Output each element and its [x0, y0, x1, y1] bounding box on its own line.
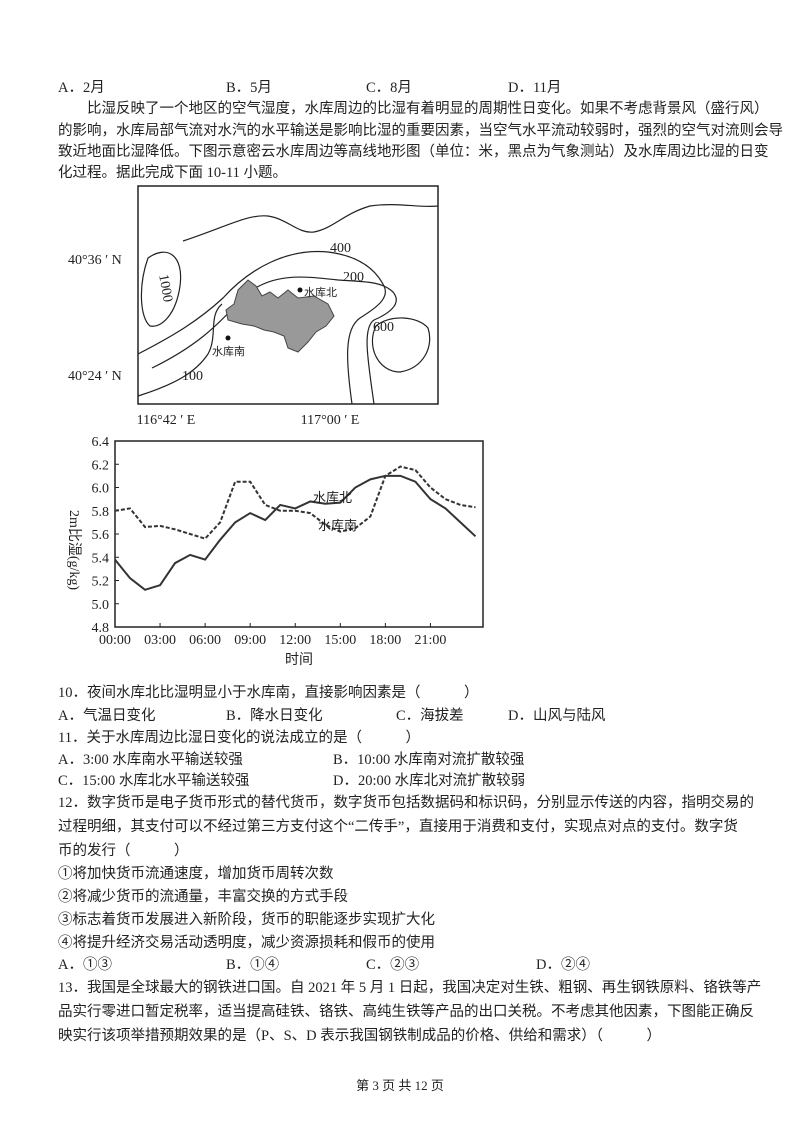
y-tick-label: 4.8 — [92, 621, 110, 636]
page-footer: 第 3 页 共 12 页 — [356, 1078, 444, 1093]
x-tick-label: 00:00 — [99, 633, 131, 648]
lat-label: 40°36 ′ N — [68, 253, 122, 268]
option: B．5月 — [226, 80, 272, 96]
statement: ③标志着货币发展进入新阶段，货币的职能逐步实现扩大化 — [58, 912, 435, 928]
option: A．3:00 水库南水平输送较强 — [58, 752, 243, 768]
option: A．2月 — [58, 80, 105, 96]
question-line: 13．我国是全球最大的钢铁进口国。自 2021 年 5 月 1 日起，我国决定对… — [58, 980, 762, 996]
x-tick-label: 12:00 — [279, 633, 311, 648]
statement: ①将加快货币流通速度，增加货币周转次数 — [58, 866, 334, 882]
option: D．20:00 水库北对流扩散较弱 — [333, 773, 526, 789]
statement: ④将提升经济交易活动透明度，减少资源损耗和假币的使用 — [58, 935, 435, 951]
question-line: 过程明细，其支付可以不经过第三方支付这个“二传手”，直接用于消费和支付，实现点对… — [58, 819, 738, 835]
y-tick-label: 5.2 — [92, 575, 110, 590]
y-axis-label: 2m比湿(g/kg) — [66, 510, 82, 590]
option: B．10:00 水库南对流扩散较强 — [333, 752, 525, 768]
statement: ②将减少货币的流通量，丰富交换的方式手段 — [58, 889, 348, 905]
x-tick-label: 18:00 — [369, 633, 401, 648]
lon-label: 116°42 ′ E — [137, 413, 196, 428]
contour — [371, 317, 431, 373]
series-label: 水库南 — [318, 518, 357, 533]
question-line: 币的发行（ ） — [58, 843, 189, 859]
y-tick-label: 5.8 — [92, 505, 110, 520]
x-tick-label: 06:00 — [189, 633, 221, 648]
x-tick-label: 21:00 — [414, 633, 446, 648]
contour — [182, 204, 439, 242]
question-line: 12．数字货币是电子货币形式的替代货币，数字货币包括数据码和标识码，分别显示传送… — [58, 795, 754, 811]
plot-frame — [114, 440, 484, 628]
contour-label: 200 — [343, 270, 364, 285]
option: D．11月 — [508, 80, 562, 96]
x-axis-label: 时间 — [285, 652, 313, 668]
station-dot — [225, 335, 231, 341]
question-line: 品实行零进口暂定税率，适当提高硅铁、铬铁、高纯生铁等产品的出口关税。不考虑其他因… — [58, 1004, 754, 1020]
x-tick-label: 03:00 — [144, 633, 176, 648]
question: 10．夜间水库北比湿明显小于水库南，直接影响因素是（ ） — [58, 685, 479, 701]
paragraph-line: 化过程。据此完成下面 10-11 小题。 — [58, 165, 288, 181]
paragraph-line: 比湿反映了一个地区的空气湿度，水库周边的比湿有着明显的周期性日变化。如果不考虑背… — [87, 101, 769, 117]
option: C．海拔差 — [396, 708, 464, 724]
line-chart: 2m比湿(g/kg) 时间 4.8 5.0 5.2 5.4 5.6 5.8 6.0 6.2 6.… — [66, 435, 484, 668]
contour-map: 400 200 1000 600 100 水库北 水库南 40°36 ′ N 4… — [68, 185, 439, 428]
paragraph-line: 致近地面比湿降低。下图示意密云水库周边等高线地形图（单位：米，黑点为气象测站）及… — [58, 144, 769, 160]
y-tick-label: 6.2 — [92, 458, 110, 473]
x-tick-label: 09:00 — [234, 633, 266, 648]
option: B．①④ — [226, 957, 280, 973]
contour-label: 100 — [182, 369, 203, 384]
option: A．气温日变化 — [58, 708, 156, 724]
x-tick-label: 15:00 — [324, 633, 356, 648]
map-frame — [137, 185, 439, 405]
contour-label: 400 — [330, 241, 351, 256]
data-line — [114, 465, 476, 540]
station-dot — [297, 287, 303, 293]
option: B．降水日变化 — [226, 708, 323, 724]
contour-label: 600 — [373, 320, 394, 335]
contour — [137, 303, 223, 397]
reservoir — [225, 279, 335, 353]
y-tick-label: 6.0 — [92, 482, 110, 497]
option: A．①③ — [58, 957, 112, 973]
question-line: 映实行该项举措预期效果的是（P、S、D 表示我国钢铁制成品的价格、供给和需求）（… — [58, 1028, 661, 1044]
y-tick-label: 5.4 — [92, 551, 110, 566]
contour — [140, 251, 182, 327]
option: D．山风与陆风 — [508, 708, 606, 724]
option: D．②④ — [536, 957, 590, 973]
option: C．②③ — [366, 957, 420, 973]
station-label: 水库南 — [212, 345, 245, 358]
series-label: 水库北 — [313, 490, 352, 505]
data-line — [114, 474, 477, 591]
option: C．15:00 水库北水平输送较强 — [58, 773, 250, 789]
question: 11．关于水库周边比湿日变化的说法成立的是（ ） — [58, 730, 420, 746]
contour-label: 1000 — [155, 273, 175, 303]
contour — [151, 276, 397, 405]
station-label: 水库北 — [304, 286, 337, 299]
paragraph-line: 的影响，水库局部气流对水汽的水平输送是影响比湿的重要因素，当空气水平流动较弱时，… — [58, 123, 783, 139]
contour — [137, 250, 386, 405]
y-tick-label: 5.6 — [92, 528, 110, 543]
lat-label: 40°24 ′ N — [68, 369, 122, 384]
y-tick-label: 5.0 — [92, 598, 110, 613]
y-tick-label: 6.4 — [92, 435, 110, 450]
lon-label: 117°00 ′ E — [301, 413, 360, 428]
option: C．8月 — [366, 80, 412, 96]
